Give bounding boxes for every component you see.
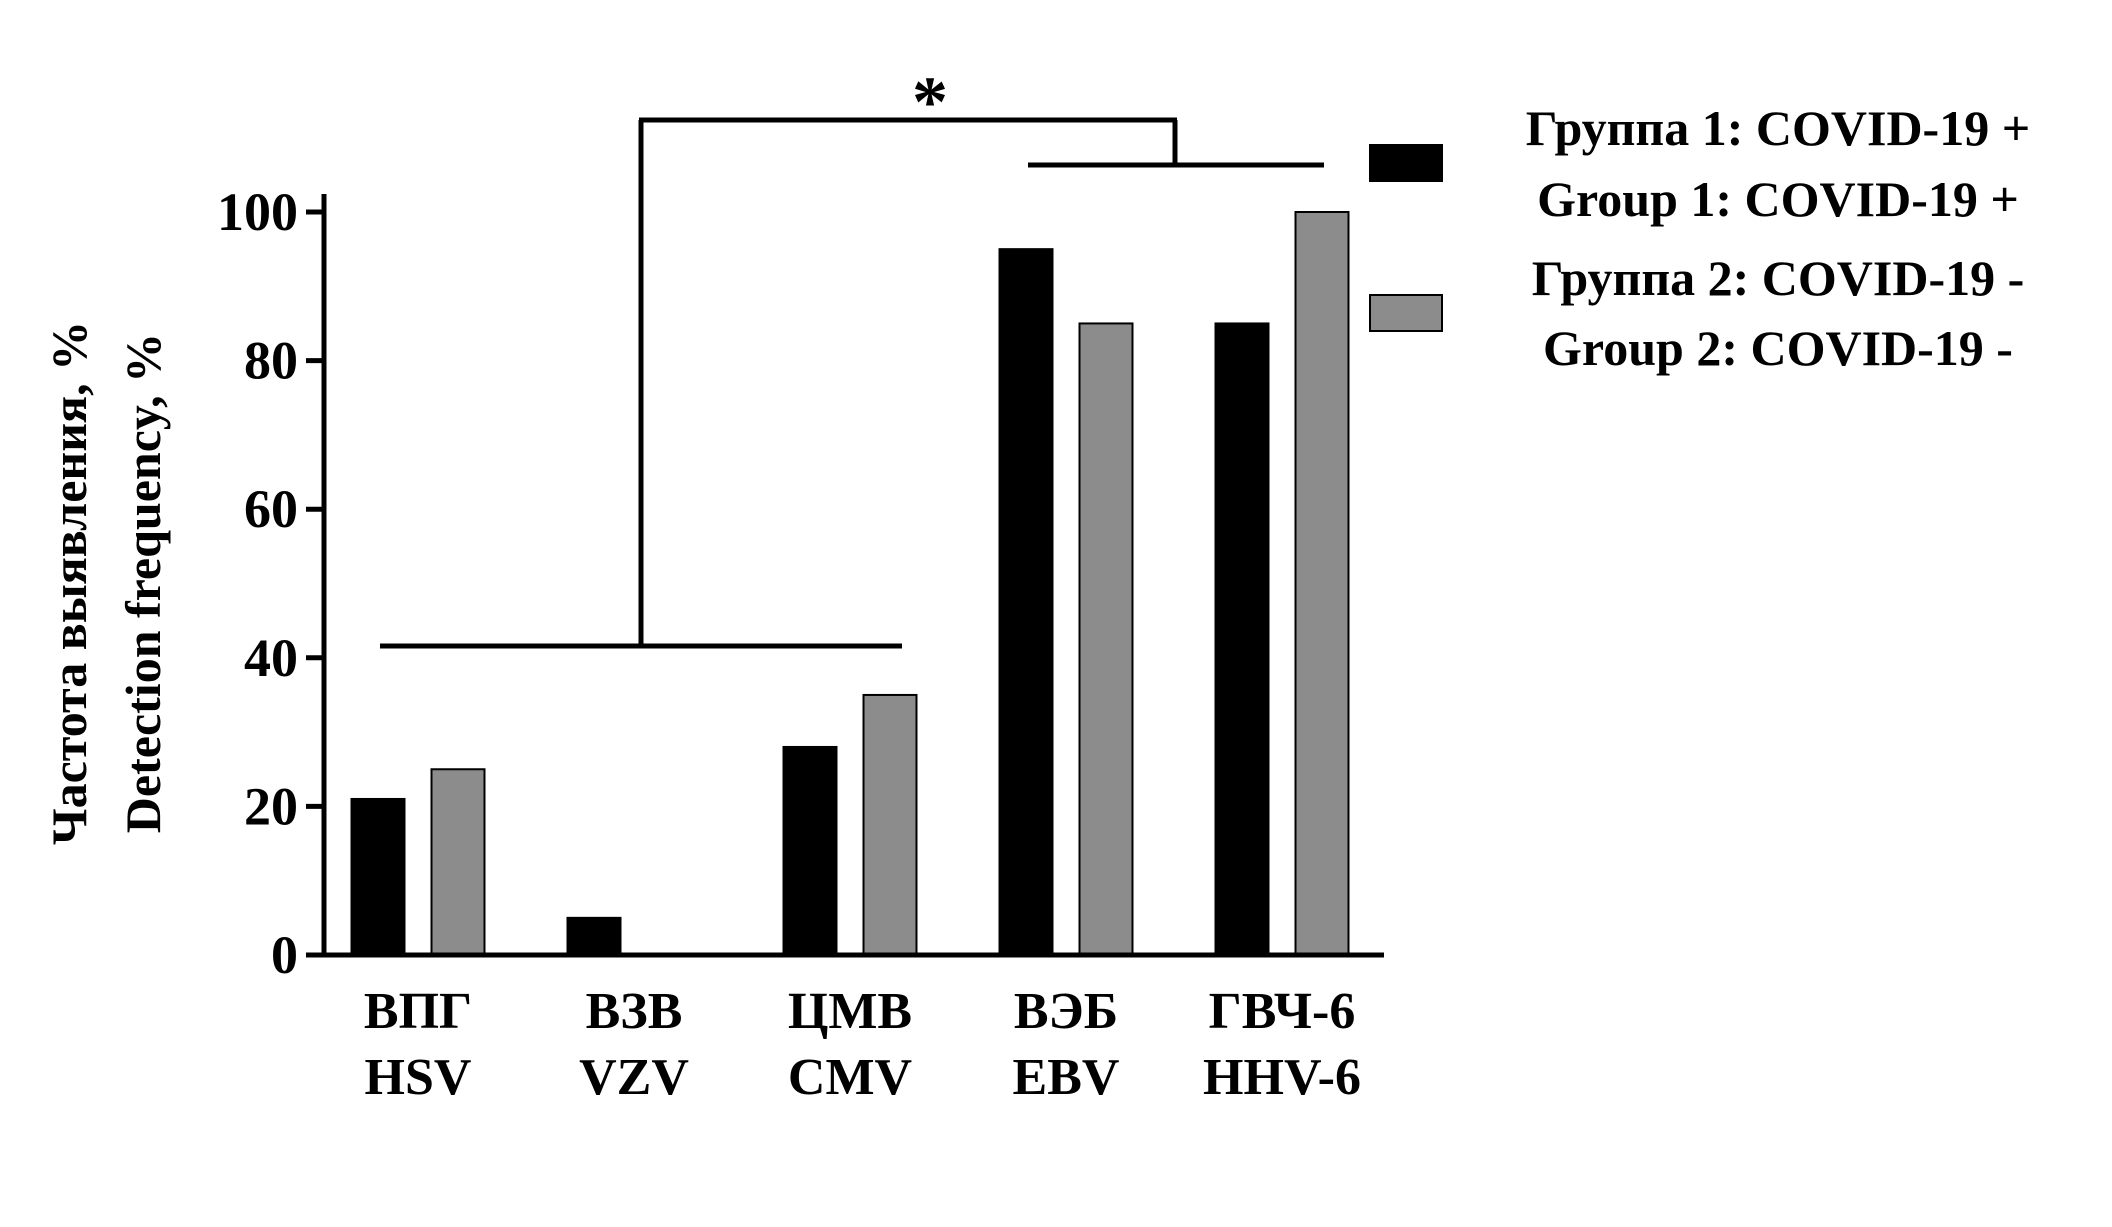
legend: Группа 1: COVID-19 + Group 1: COVID-19 + Г… bbox=[1369, 100, 2030, 376]
legend-label-1-2: Group 1: COVID-19 + bbox=[1537, 171, 2019, 227]
y-tick-label-0: 0 bbox=[271, 925, 298, 985]
bar-2-4 bbox=[1078, 322, 1134, 956]
bar-1-4 bbox=[998, 248, 1054, 956]
x-tick-label-4-2: EBV bbox=[1013, 1049, 1120, 1106]
legend-label-2-2: Group 2: COVID-19 - bbox=[1543, 320, 2013, 376]
y-tick-label-60: 60 bbox=[244, 479, 298, 539]
y-tick-label-20: 20 bbox=[244, 776, 298, 836]
x-tick-label-2-1: ВЗВ bbox=[586, 983, 683, 1040]
bar-1-2 bbox=[566, 916, 622, 956]
legend-label-1-1: Группа 1: COVID-19 + bbox=[1526, 100, 2030, 156]
axes-group: 0 20 40 60 80 100 ВПГ HSV ВЗВ VZV ЦМВ CMV ВЭБ EBV ГВЧ-… bbox=[41, 182, 1384, 1106]
legend-label-2-1: Группа 2: COVID-19 - bbox=[1532, 250, 2025, 306]
x-tick-label-4-1: ВЭБ bbox=[1014, 983, 1118, 1040]
x-tick-label-2-2: VZV bbox=[579, 1049, 689, 1106]
significance-bracket: * bbox=[380, 62, 1324, 649]
x-tick-label-3-2: CMV bbox=[788, 1049, 912, 1106]
bar-1-3 bbox=[782, 745, 838, 957]
significance-star: * bbox=[912, 62, 948, 142]
x-tick-label-5-2: HHV-6 bbox=[1203, 1049, 1361, 1106]
bar-2-3 bbox=[862, 693, 918, 956]
y-axis-label-1: Частота выявления, % bbox=[41, 321, 97, 845]
y-tick-label-80: 80 bbox=[244, 331, 298, 391]
x-tick-label-1-1: ВПГ bbox=[364, 983, 472, 1040]
bars-group bbox=[350, 211, 1350, 957]
x-tick-label-1-2: HSV bbox=[365, 1049, 472, 1106]
legend-swatch-2 bbox=[1369, 294, 1443, 332]
bar-1-1 bbox=[350, 797, 406, 956]
y-tick-label-40: 40 bbox=[244, 628, 298, 688]
x-tick-label-5-1: ГВЧ-6 bbox=[1209, 983, 1356, 1040]
x-tick-label-3-1: ЦМВ bbox=[788, 983, 912, 1040]
legend-swatch-1 bbox=[1369, 144, 1443, 182]
bar-2-1 bbox=[430, 768, 486, 956]
y-tick-label-100: 100 bbox=[217, 182, 298, 242]
bar-1-5 bbox=[1214, 322, 1270, 956]
y-axis-label-2: Detection frequency, % bbox=[115, 333, 171, 833]
bar-2-5 bbox=[1294, 211, 1350, 956]
